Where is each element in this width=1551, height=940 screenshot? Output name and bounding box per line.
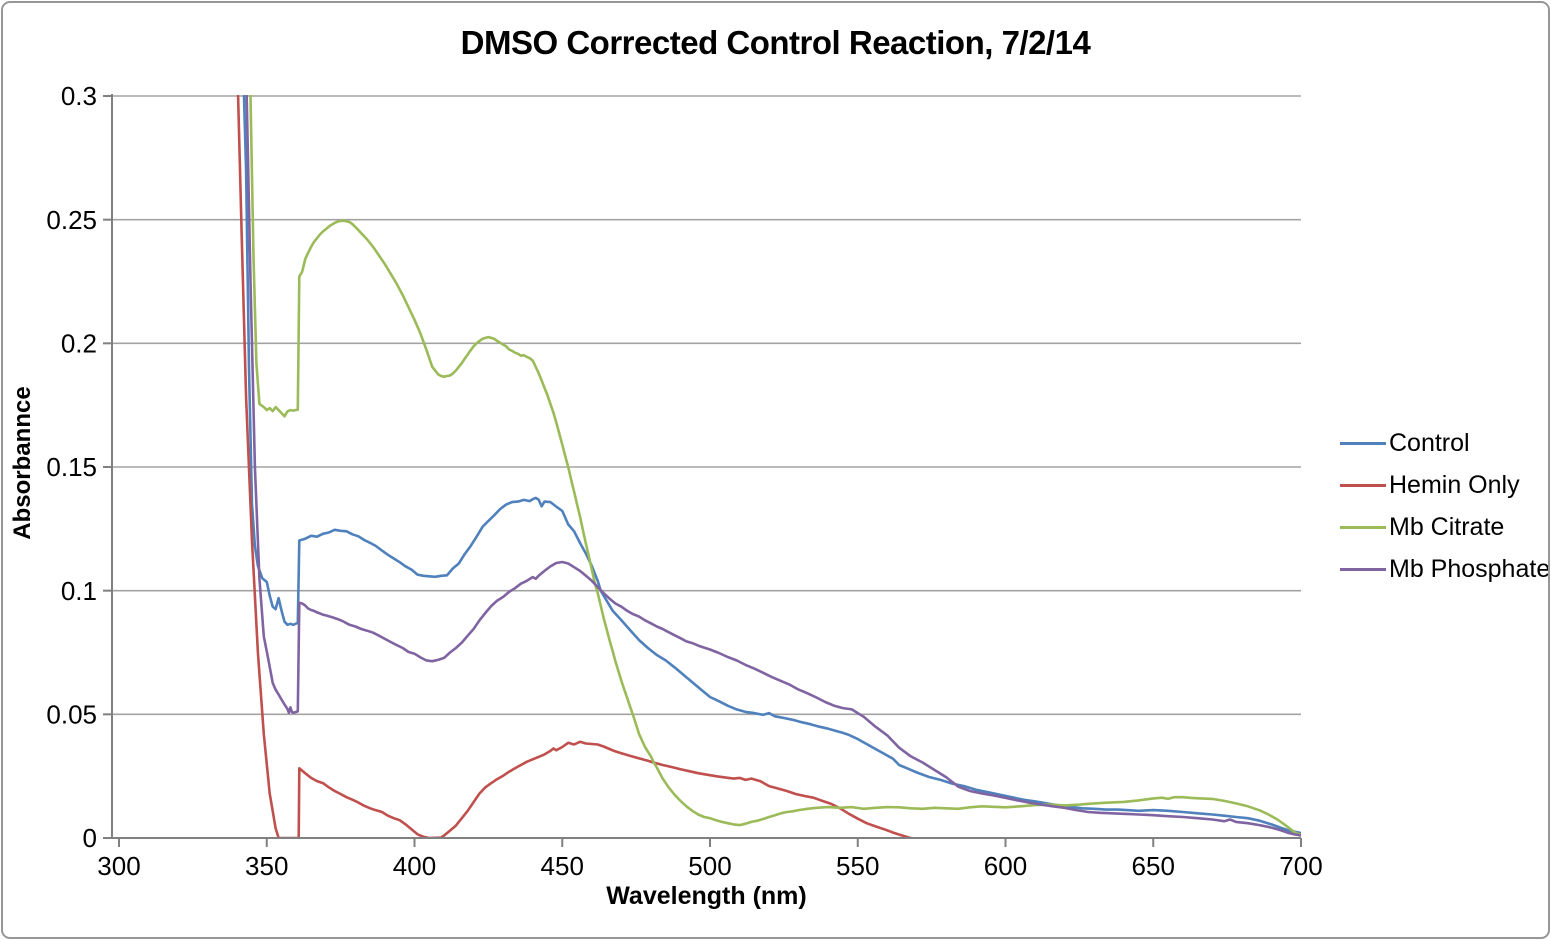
x-axis-label: Wavelength (nm) (606, 882, 807, 910)
x-tick-label: 650 (1132, 851, 1175, 881)
x-tick-label: 550 (836, 851, 879, 881)
y-axis-label: Absorbannce (9, 386, 36, 540)
y-tick-label: 0.1 (61, 576, 97, 606)
legend-label: Control (1389, 428, 1470, 457)
x-tick-label: 500 (688, 851, 731, 881)
legend-label: Hemin Only (1389, 470, 1520, 499)
x-tick-label: 400 (393, 851, 436, 881)
y-tick-label: 0.2 (61, 328, 97, 358)
series-line-mb-citrate (249, 95, 1301, 837)
chart-title: DMSO Corrected Control Reaction, 7/2/14 (460, 24, 1091, 61)
x-tick-label: 700 (1279, 851, 1322, 881)
series-line-hemin-only (236, 95, 913, 839)
legend-item-mb-phosphate: Mb Phosphate (1340, 548, 1550, 590)
legend-line-swatch (1340, 483, 1386, 487)
legend-item-mb-citrate: Mb Citrate (1340, 506, 1550, 548)
series-line-mb-phosphate (245, 95, 1301, 837)
y-tick-label: 0.3 (61, 81, 97, 111)
legend-line-swatch (1340, 525, 1386, 529)
x-tick-label: 600 (984, 851, 1027, 881)
y-tick-label: 0.15 (46, 452, 97, 482)
legend-line-swatch (1340, 441, 1386, 445)
legend-line-swatch (1340, 567, 1386, 571)
y-tick-label: 0.05 (46, 699, 97, 729)
legend-label: Mb Citrate (1389, 512, 1505, 541)
y-tick-label: 0.25 (46, 205, 97, 235)
x-tick-label: 300 (97, 851, 140, 881)
x-tick-label: 450 (541, 851, 584, 881)
legend: Control Hemin Only Mb Citrate Mb Phosphate (1340, 422, 1550, 590)
series-line-control (242, 95, 1301, 835)
x-tick-label: 350 (245, 851, 288, 881)
legend-item-control: Control (1340, 422, 1550, 464)
legend-item-hemin-only: Hemin Only (1340, 464, 1550, 506)
legend-label: Mb Phosphate (1389, 554, 1551, 583)
y-tick-label: 0 (83, 823, 97, 853)
